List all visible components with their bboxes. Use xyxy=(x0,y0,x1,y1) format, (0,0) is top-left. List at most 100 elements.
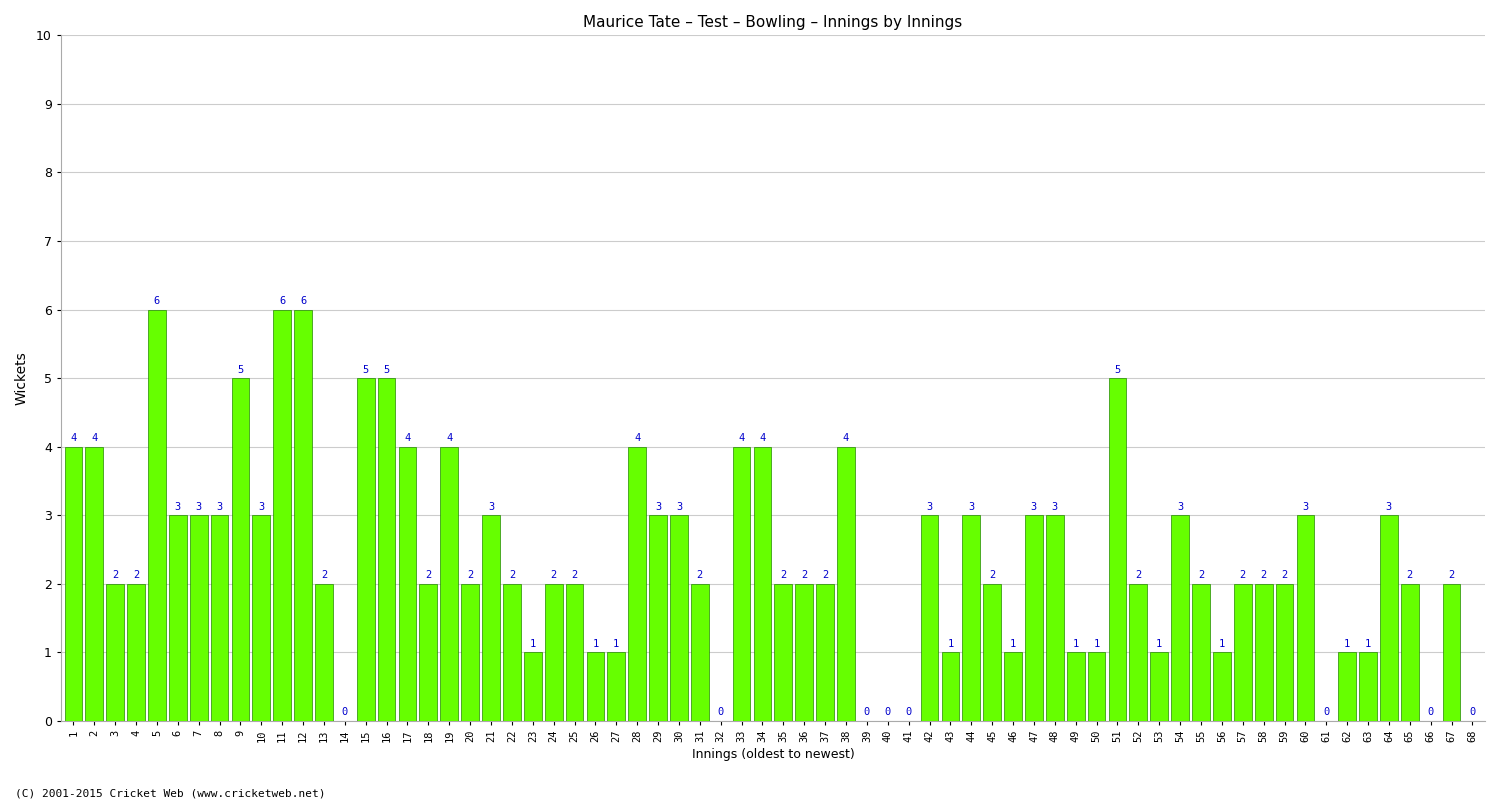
Bar xyxy=(732,446,750,721)
Text: 0: 0 xyxy=(717,707,724,718)
Bar xyxy=(921,515,939,721)
Text: 4: 4 xyxy=(405,434,411,443)
Bar xyxy=(1275,584,1293,721)
Text: 3: 3 xyxy=(1302,502,1308,512)
Bar xyxy=(482,515,500,721)
Bar xyxy=(692,584,708,721)
Text: 2: 2 xyxy=(424,570,432,580)
Text: 3: 3 xyxy=(676,502,682,512)
Text: 1: 1 xyxy=(614,639,620,649)
Bar xyxy=(86,446,104,721)
Text: 2: 2 xyxy=(1239,570,1246,580)
Text: 0: 0 xyxy=(1470,707,1476,718)
Bar xyxy=(774,584,792,721)
Text: 2: 2 xyxy=(822,570,828,580)
Bar xyxy=(524,652,542,721)
Text: 2: 2 xyxy=(550,570,556,580)
Bar xyxy=(1004,652,1022,721)
Bar xyxy=(128,584,146,721)
Bar xyxy=(1046,515,1064,721)
Text: 4: 4 xyxy=(446,434,453,443)
Bar xyxy=(1108,378,1126,721)
Text: 4: 4 xyxy=(92,434,98,443)
Text: 6: 6 xyxy=(300,296,306,306)
Bar xyxy=(315,584,333,721)
Text: 1: 1 xyxy=(1010,639,1016,649)
Bar xyxy=(1359,652,1377,721)
Text: 2: 2 xyxy=(1407,570,1413,580)
Bar xyxy=(64,446,82,721)
Text: 2: 2 xyxy=(134,570,140,580)
Text: 0: 0 xyxy=(1428,707,1434,718)
Text: 6: 6 xyxy=(154,296,160,306)
Bar xyxy=(252,515,270,721)
Text: 4: 4 xyxy=(843,434,849,443)
Bar xyxy=(294,310,312,721)
Bar xyxy=(984,584,1000,721)
Text: 1: 1 xyxy=(1072,639,1078,649)
Text: 2: 2 xyxy=(1260,570,1268,580)
Text: 1: 1 xyxy=(1344,639,1350,649)
Bar xyxy=(1150,652,1168,721)
Bar xyxy=(273,310,291,721)
Text: 1: 1 xyxy=(530,639,536,649)
Text: 2: 2 xyxy=(1449,570,1455,580)
Text: 2: 2 xyxy=(466,570,474,580)
Bar xyxy=(378,378,396,721)
Bar xyxy=(1443,584,1461,721)
Bar xyxy=(1088,652,1106,721)
Text: 3: 3 xyxy=(1030,502,1036,512)
Bar xyxy=(1172,515,1190,721)
Text: 1: 1 xyxy=(592,639,598,649)
Bar xyxy=(586,652,604,721)
Bar xyxy=(1234,584,1251,721)
Bar xyxy=(170,515,186,721)
Bar xyxy=(1130,584,1148,721)
Bar xyxy=(670,515,688,721)
Bar xyxy=(650,515,668,721)
Text: 4: 4 xyxy=(70,434,76,443)
Bar xyxy=(1066,652,1084,721)
Bar xyxy=(357,378,375,721)
Bar xyxy=(148,310,166,721)
Bar xyxy=(795,584,813,721)
Text: 2: 2 xyxy=(801,570,807,580)
Text: (C) 2001-2015 Cricket Web (www.cricketweb.net): (C) 2001-2015 Cricket Web (www.cricketwe… xyxy=(15,788,326,798)
Bar xyxy=(106,584,124,721)
Bar xyxy=(963,515,980,721)
Text: 3: 3 xyxy=(1178,502,1184,512)
Text: 0: 0 xyxy=(1323,707,1329,718)
Bar xyxy=(503,584,520,721)
Text: 3: 3 xyxy=(216,502,222,512)
Bar xyxy=(1338,652,1356,721)
Bar xyxy=(1192,584,1210,721)
Bar xyxy=(544,584,562,721)
Text: 2: 2 xyxy=(572,570,578,580)
Y-axis label: Wickets: Wickets xyxy=(15,351,28,405)
Bar xyxy=(210,515,228,721)
Bar xyxy=(1214,652,1231,721)
Text: 0: 0 xyxy=(864,707,870,718)
Text: 2: 2 xyxy=(1136,570,1142,580)
Text: 1: 1 xyxy=(1220,639,1226,649)
Bar xyxy=(420,584,436,721)
Text: 1: 1 xyxy=(1156,639,1162,649)
Text: 4: 4 xyxy=(759,434,765,443)
Bar xyxy=(231,378,249,721)
Text: 2: 2 xyxy=(1198,570,1204,580)
Bar xyxy=(462,584,478,721)
Bar xyxy=(608,652,625,721)
Text: 2: 2 xyxy=(509,570,515,580)
Text: 5: 5 xyxy=(237,365,243,374)
Text: 3: 3 xyxy=(656,502,662,512)
Bar xyxy=(1256,584,1272,721)
Text: 3: 3 xyxy=(927,502,933,512)
Text: 5: 5 xyxy=(384,365,390,374)
Text: 1: 1 xyxy=(948,639,954,649)
Text: 4: 4 xyxy=(738,434,744,443)
Bar xyxy=(399,446,417,721)
Text: 4: 4 xyxy=(634,434,640,443)
Text: 6: 6 xyxy=(279,296,285,306)
Bar xyxy=(190,515,207,721)
Text: 2: 2 xyxy=(988,570,996,580)
